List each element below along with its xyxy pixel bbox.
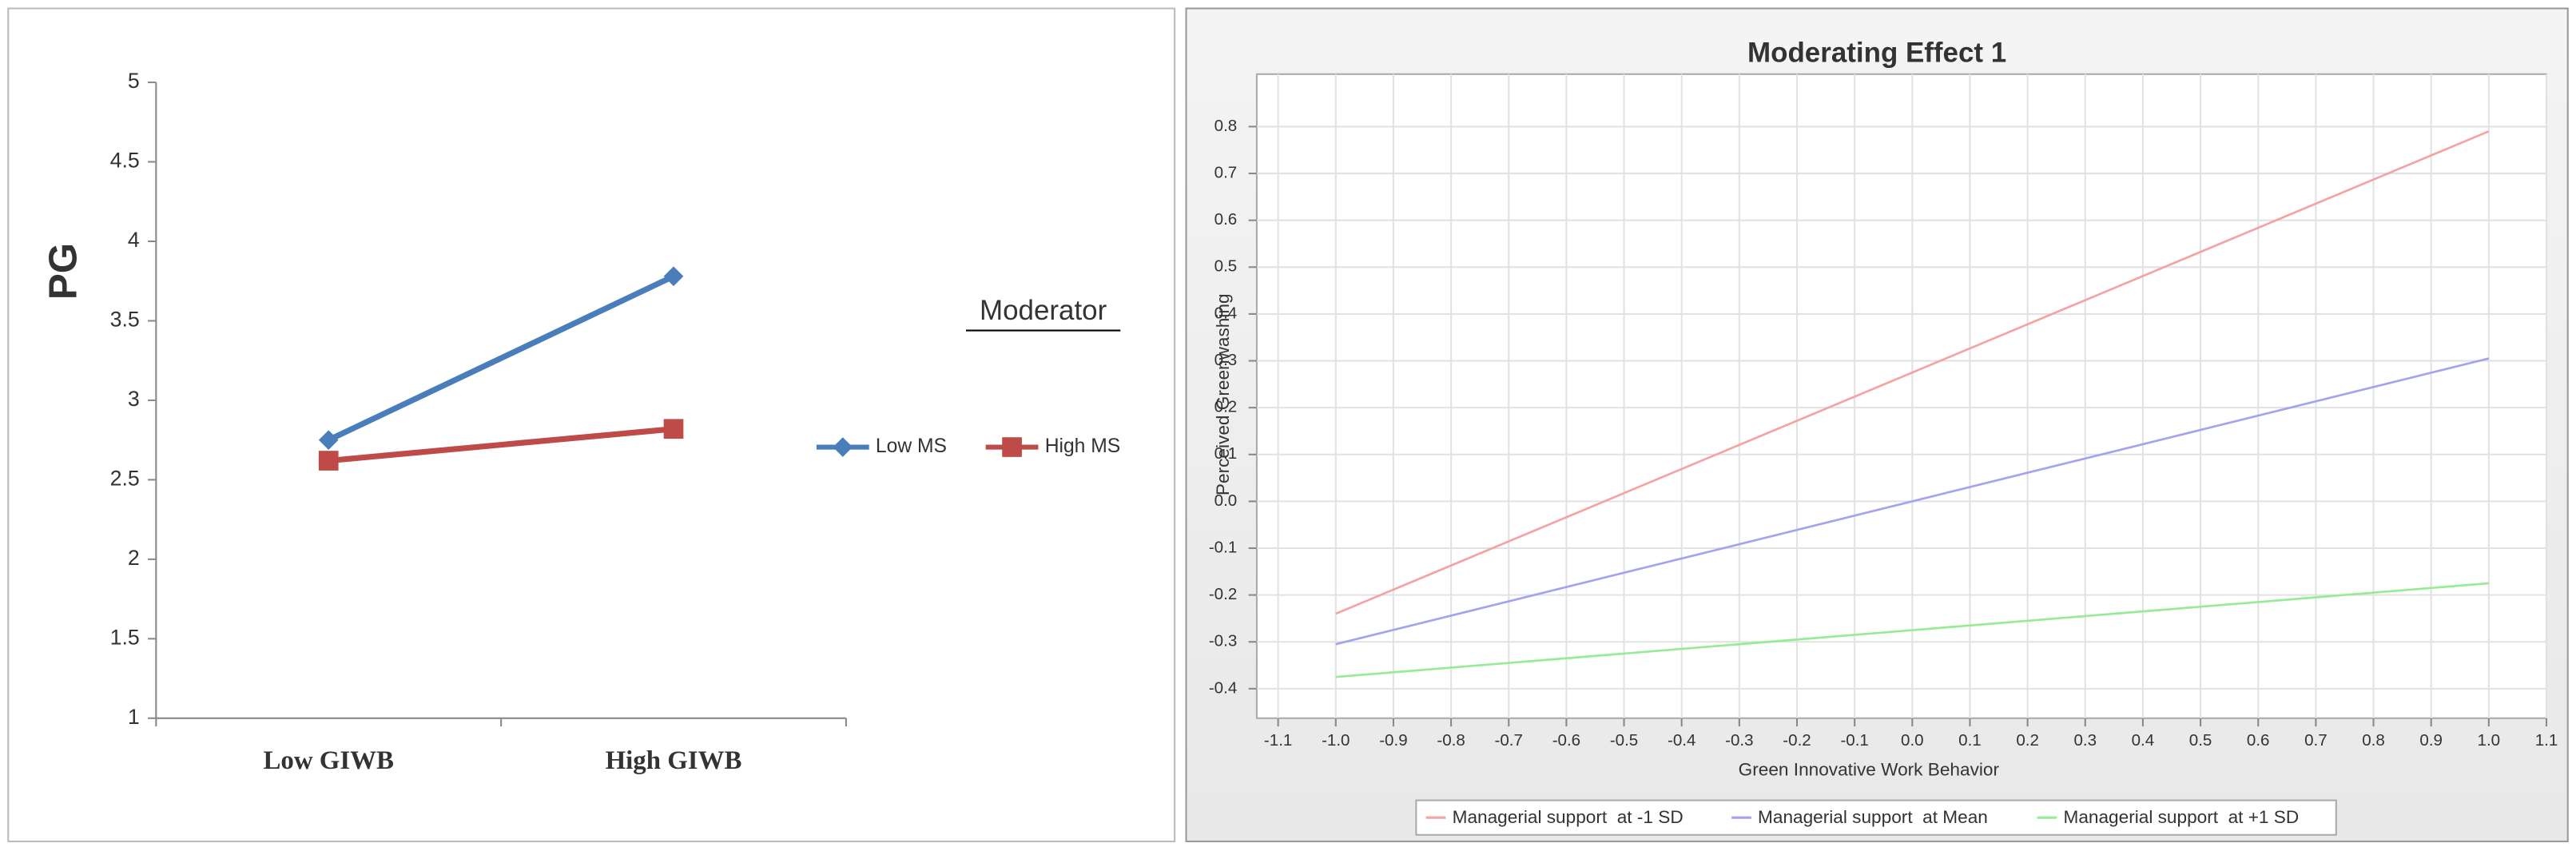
panel-left	[7, 7, 1176, 843]
y-tick-label: 2.5	[110, 466, 140, 490]
x-tick-label: 0.7	[2304, 731, 2328, 750]
y-tick-label: 3	[128, 387, 140, 411]
x-tick-label: 0.8	[2362, 731, 2385, 750]
marker	[663, 419, 684, 439]
series-line	[1335, 357, 2490, 646]
x-tick-label: Low GIWB	[263, 746, 394, 775]
x-tick-label: -0.1	[1840, 731, 1868, 750]
x-tick-label: -0.2	[1783, 731, 1811, 750]
marker	[318, 451, 339, 471]
y-tick-label: 0.2	[1214, 398, 1238, 416]
legend-label: Managerial support at +1 SD	[2063, 807, 2299, 827]
x-tick-label: -0.3	[1725, 731, 1753, 750]
y-tick-label: 1.5	[110, 625, 140, 649]
series-line	[1335, 130, 2490, 615]
y-tick-label: 4.5	[110, 149, 140, 173]
y-tick-label: -0.4	[1209, 678, 1237, 697]
x-tick-label: -1.1	[1264, 731, 1292, 750]
y-axis-label: PG	[41, 243, 85, 300]
marker	[1002, 437, 1022, 457]
x-tick-label: 0.4	[2132, 731, 2155, 750]
y-tick-label: 1	[128, 705, 140, 729]
plot-area	[1255, 73, 2548, 719]
x-axis-label: Green Innovative Work Behavior	[1739, 760, 2000, 780]
x-tick-label: 0.6	[2247, 731, 2270, 750]
x-tick-label: -0.8	[1437, 731, 1465, 750]
x-tick-label: 0.9	[2419, 731, 2443, 750]
legend-label: Managerial support at Mean	[1758, 807, 1988, 827]
x-tick-label: -0.7	[1495, 731, 1523, 750]
legend-label: Managerial support at -1 SD	[1453, 807, 1684, 827]
y-tick-label: 0.5	[1214, 257, 1238, 276]
x-tick-label: 1.0	[2478, 731, 2501, 750]
marker	[318, 430, 339, 451]
x-tick-label: -0.4	[1668, 731, 1695, 750]
legend-label: High MS	[1045, 435, 1121, 457]
y-tick-label: 0.7	[1214, 164, 1238, 182]
legend-label: Low MS	[876, 435, 947, 457]
y-tick-label: 0.3	[1214, 351, 1238, 369]
x-tick-label: -0.6	[1552, 731, 1580, 750]
y-tick-label: 0.4	[1214, 304, 1238, 322]
series-line	[1335, 582, 2489, 678]
x-tick-label: -1.0	[1322, 731, 1350, 750]
x-tick-label: 0.5	[2189, 731, 2212, 750]
x-tick-label: High GIWB	[606, 746, 742, 775]
x-tick-label: -0.5	[1610, 731, 1638, 750]
x-tick-label: 0.0	[1901, 731, 1924, 750]
y-tick-label: 3.5	[110, 308, 140, 332]
y-tick-label: -0.2	[1209, 585, 1237, 603]
x-tick-label: 0.3	[2073, 731, 2097, 750]
x-tick-label: 0.2	[2016, 731, 2039, 750]
y-tick-label: 2	[128, 546, 140, 570]
x-tick-label: 1.1	[2535, 731, 2558, 750]
x-tick-label: 0.1	[1958, 731, 1982, 750]
y-tick-label: 5	[128, 69, 140, 93]
y-tick-label: -0.1	[1209, 538, 1237, 556]
y-tick-label: -0.3	[1209, 632, 1237, 650]
series-line	[327, 273, 675, 443]
chart-title: Moderating Effect 1	[1747, 37, 2006, 68]
x-tick-label: -0.9	[1379, 731, 1407, 750]
y-tick-label: 0.1	[1214, 444, 1238, 463]
y-tick-label: 4	[128, 228, 140, 252]
annotation: Moderator	[980, 295, 1107, 326]
y-tick-label: 0.8	[1214, 117, 1238, 135]
y-axis-label: Perceived Greenwashing	[1213, 293, 1233, 495]
y-tick-label: 0.6	[1214, 210, 1238, 229]
legend-box	[1415, 799, 2337, 836]
series-line	[328, 426, 674, 464]
y-tick-label: 0.0	[1214, 491, 1238, 510]
